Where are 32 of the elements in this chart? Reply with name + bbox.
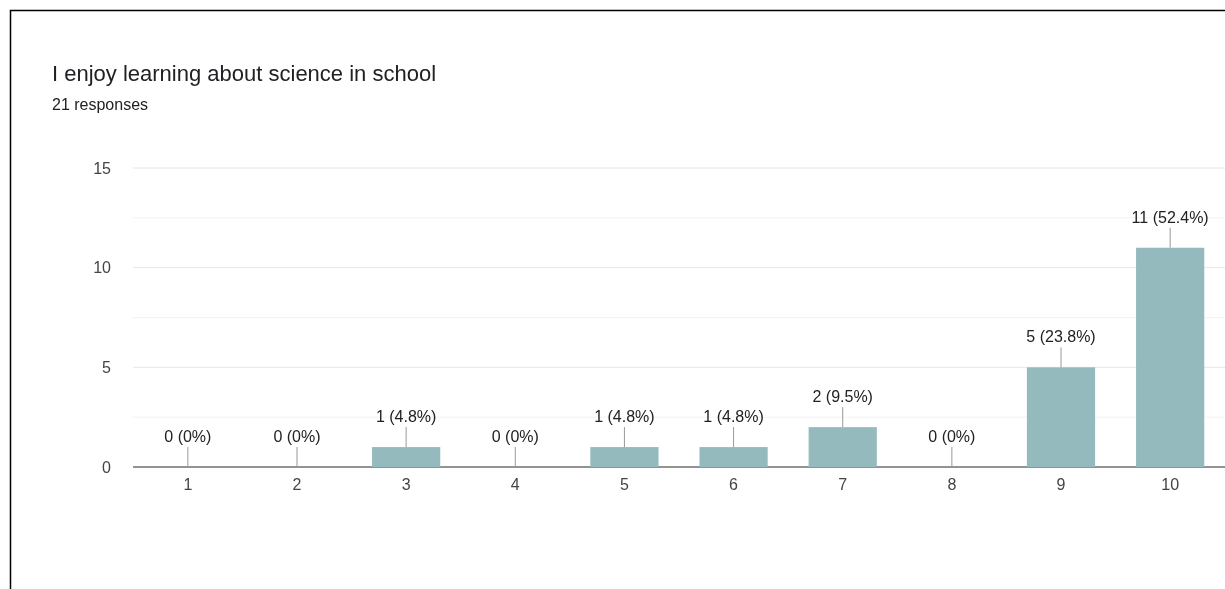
data-label: 0 (0%): [491, 428, 539, 445]
y-tick-label: 15: [93, 159, 112, 177]
bar: [699, 447, 768, 467]
data-label: 5 (23.8%): [1026, 328, 1096, 346]
x-tick-label: 6: [729, 476, 739, 494]
x-tick-label: 7: [838, 476, 848, 494]
x-tick-label: 5: [619, 476, 629, 494]
x-tick-label: 2: [292, 476, 302, 494]
y-tick-label: 0: [102, 458, 112, 476]
data-label: 2 (9.5%): [812, 388, 873, 406]
x-tick-label: 4: [510, 476, 520, 494]
x-tick-label: 9: [1056, 476, 1066, 494]
bar: [1026, 367, 1096, 467]
data-label: 1 (4.8%): [703, 408, 764, 426]
data-label: 11 (52.4%): [1131, 208, 1209, 226]
chart-title: I enjoy learning about science in school: [52, 61, 437, 86]
data-label: 0 (0%): [928, 428, 976, 445]
bar: [808, 427, 877, 467]
y-tick-label: 10: [93, 259, 112, 277]
data-label: 0 (0%): [273, 428, 321, 445]
data-label: 0 (0%): [164, 428, 212, 445]
bar: [590, 447, 659, 467]
y-tick-label: 5: [102, 358, 112, 376]
x-tick-label: 8: [947, 476, 957, 494]
x-tick-label: 3: [401, 476, 411, 494]
bar: [372, 447, 441, 467]
data-label: 1 (4.8%): [594, 408, 655, 426]
x-tick-label: 1: [183, 476, 193, 494]
chart-subtitle: 21 responses: [52, 96, 149, 113]
x-tick-label: 10: [1161, 476, 1180, 494]
data-label: 1 (4.8%): [375, 408, 437, 426]
bar: [1136, 247, 1205, 467]
